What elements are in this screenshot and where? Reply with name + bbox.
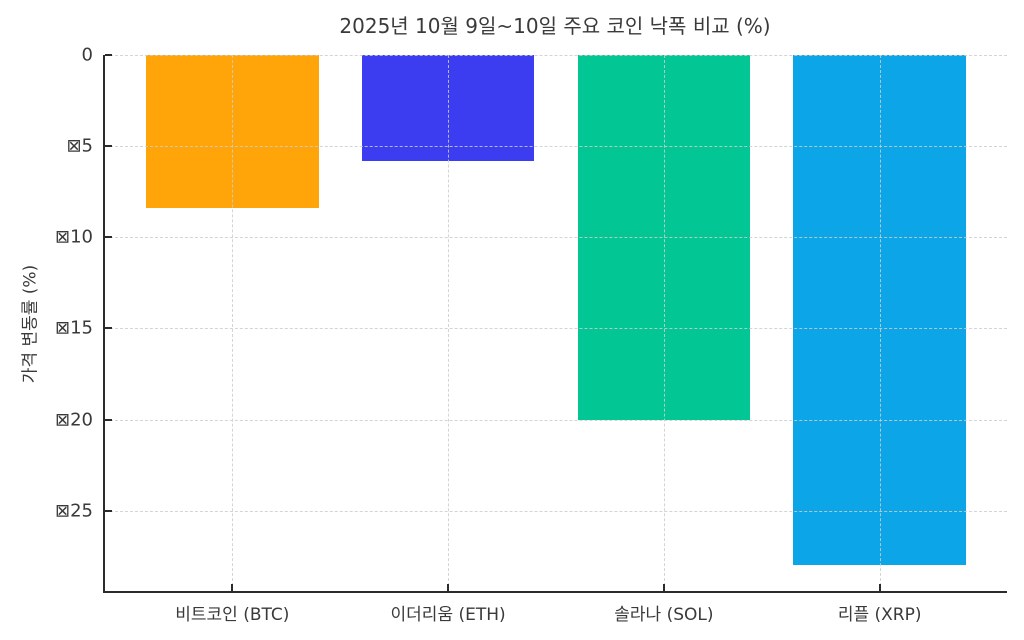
- x-tick: [662, 584, 665, 591]
- plot-area: 0 ⊠5 ⊠10 ⊠15 ⊠20 ⊠25 비트코인 (BTC) 이더리움 (ETH) 솔라나 (…: [55, 45, 1007, 626]
- chart-title: 2025년 10월 9일~10일 주요 코인 낙폭 비교 (%): [339, 14, 771, 38]
- y-tick: [105, 418, 112, 421]
- ticks-layer: 0 ⊠5 ⊠10 ⊠15 ⊠20 ⊠25 비트코인 (BTC) 이더리움 (ETH) 솔라나 (…: [55, 45, 1007, 626]
- y-tick: [105, 327, 112, 330]
- y-axis-label: 가격 변동률 (%): [20, 264, 41, 384]
- x-tick: [447, 584, 450, 591]
- y-tick-label: ⊠25: [55, 500, 93, 522]
- x-tick-label: 솔라나 (SOL): [614, 605, 714, 625]
- y-tick: [105, 509, 112, 512]
- x-tick-label: 이더리움 (ETH): [390, 605, 506, 625]
- y-tick: [105, 145, 112, 148]
- x-tick-label: 리플 (XRP): [837, 605, 922, 625]
- y-tick-label: ⊠5: [66, 135, 93, 157]
- x-tick: [878, 584, 881, 591]
- y-tick-label: ⊠20: [55, 409, 93, 431]
- x-tick-label: 비트코인 (BTC): [175, 605, 290, 625]
- x-tick: [231, 584, 234, 591]
- y-tick-label: ⊠15: [55, 317, 93, 339]
- y-tick: [105, 54, 112, 56]
- y-tick-label: ⊠10: [55, 226, 93, 248]
- y-tick: [105, 236, 112, 239]
- y-tick-label: 0: [81, 44, 93, 66]
